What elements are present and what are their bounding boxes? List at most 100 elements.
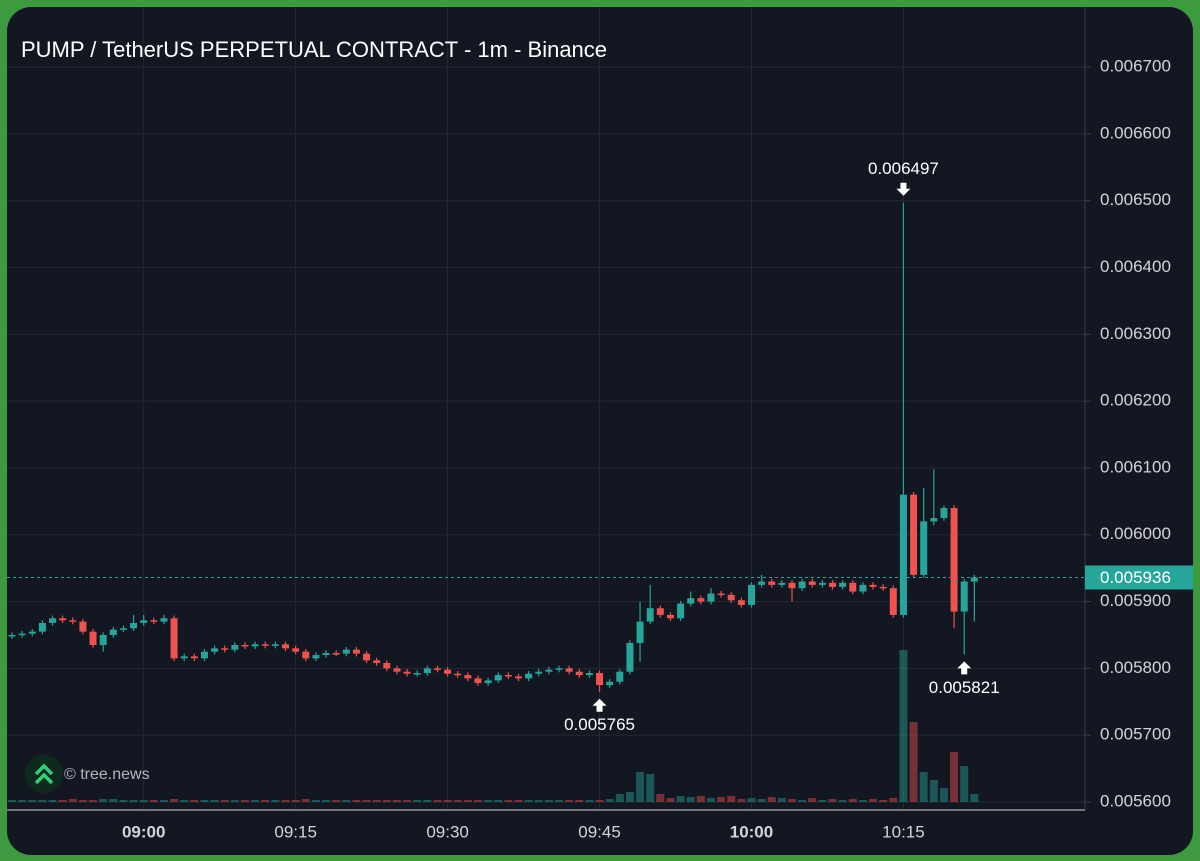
volume-bar (737, 799, 746, 802)
volume-bar (443, 800, 452, 802)
volume-bar (433, 800, 442, 802)
volume-bar (646, 774, 655, 802)
volume-bar (869, 799, 878, 802)
candle-body (474, 678, 482, 684)
candle-body (616, 671, 624, 682)
volume-bar (555, 800, 564, 802)
candle-body (18, 633, 26, 636)
volume-bar (180, 800, 189, 802)
volume-bar (879, 800, 888, 802)
volume-bar (28, 800, 37, 802)
volume-bar (727, 796, 736, 802)
volume-bar (149, 800, 158, 802)
volume-bar (575, 800, 584, 802)
candle-body (889, 588, 897, 615)
candle-body (393, 668, 401, 672)
volume-bar (240, 800, 249, 802)
x-tick-label: 10:00 (730, 822, 773, 841)
candle-body (869, 584, 877, 587)
candle-body (383, 663, 391, 669)
candle-body (494, 675, 502, 681)
volume-bar (484, 800, 493, 802)
candle-body (899, 494, 907, 615)
volume-bar (89, 800, 98, 802)
annotation-arrow (896, 182, 911, 196)
volume-bar (858, 800, 867, 802)
last-price-label: 0.005936 (1100, 568, 1171, 587)
candle-body (758, 581, 766, 585)
volume-bar (473, 800, 482, 802)
candle-body (585, 673, 593, 676)
volume-bar (950, 752, 959, 802)
volume-bar (636, 772, 645, 802)
candle-body (788, 582, 796, 589)
volume-bar (170, 799, 179, 802)
volume-bar (706, 798, 715, 802)
volume-bar (777, 798, 786, 802)
volume-bar (392, 800, 401, 802)
volume-bar (504, 800, 513, 802)
candle-body (778, 582, 786, 585)
volume-bar (139, 800, 148, 802)
candle-body (261, 644, 269, 646)
volume-bar (909, 722, 918, 802)
candle-body (454, 673, 462, 676)
candle-body (38, 622, 46, 632)
candle-body (940, 508, 948, 519)
volume-bar (352, 800, 361, 802)
candle-body (666, 614, 674, 619)
volume-bar (220, 800, 229, 802)
volume-bar (970, 794, 979, 802)
candle-body (636, 621, 644, 643)
volume-layer (8, 650, 979, 802)
candle-body (717, 593, 725, 596)
candle-body (433, 668, 441, 670)
candle-body (687, 598, 695, 604)
volume-bar (595, 800, 604, 802)
candle-body (423, 668, 431, 674)
annotation-label: 0.005821 (929, 678, 1000, 697)
x-tick-label: 09:45 (578, 822, 621, 841)
volume-bar (332, 800, 341, 802)
candle-body (829, 582, 837, 587)
volume-bar (119, 800, 128, 802)
candle-body (950, 508, 958, 612)
volume-bar (625, 792, 634, 802)
volume-bar (261, 800, 270, 802)
annotation-arrow (592, 698, 607, 712)
candle-body (545, 669, 553, 672)
candle-body (363, 653, 371, 661)
volume-bar (798, 800, 807, 802)
volume-bar (190, 800, 199, 802)
candle-body (515, 676, 522, 679)
candle-body (190, 656, 198, 659)
candle-body (282, 644, 290, 649)
candle-body (879, 586, 887, 589)
volume-bar (291, 800, 300, 802)
volume-bar (109, 799, 118, 802)
y-tick-label: 0.006000 (1100, 524, 1171, 543)
candle-body (59, 618, 67, 621)
volume-bar (757, 799, 766, 802)
volume-bar (686, 797, 695, 802)
candle-body (79, 621, 87, 632)
candle-body (150, 620, 158, 622)
candle-layer (8, 202, 978, 692)
volume-bar (453, 800, 462, 802)
candle-body (49, 618, 57, 623)
candle-body (859, 584, 867, 592)
volume-bar (656, 794, 665, 802)
volume-bar (129, 800, 138, 802)
candle-body (200, 651, 208, 659)
watermark: © tree.news (64, 766, 150, 783)
x-tick-label: 09:15 (274, 822, 317, 841)
candle-body (89, 631, 97, 645)
volume-bar (666, 798, 675, 802)
volume-bar (524, 800, 533, 802)
volume-bar (889, 798, 898, 802)
candle-body (727, 594, 735, 601)
volume-bar (919, 772, 928, 802)
volume-bar (534, 800, 543, 802)
candle-body (413, 673, 421, 675)
